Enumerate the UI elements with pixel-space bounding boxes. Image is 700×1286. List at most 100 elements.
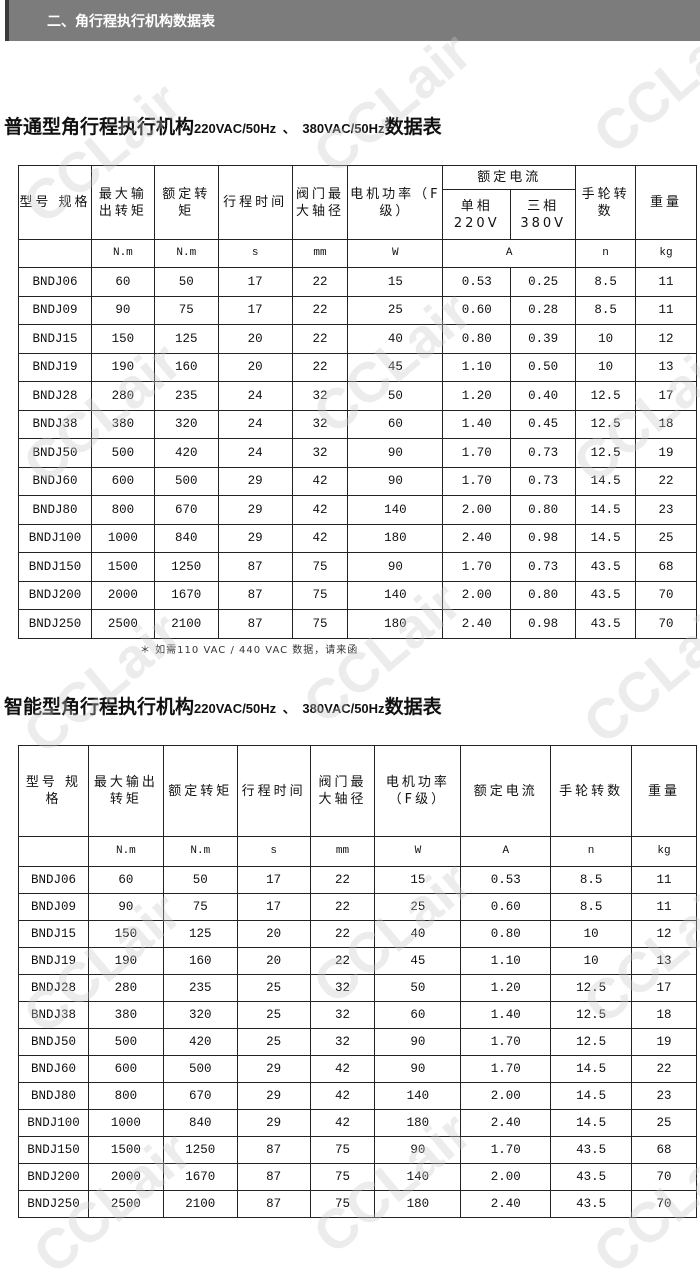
unit-cell: s <box>236 836 311 867</box>
value-cell: 17 <box>631 974 697 1002</box>
value-cell: 0.40 <box>510 381 577 411</box>
value-cell: 1.70 <box>460 1028 552 1056</box>
value-cell: 0.80 <box>510 495 577 525</box>
header-model: 型号 规格 <box>18 165 92 240</box>
unit-cell: kg <box>631 836 697 867</box>
value-cell: 10 <box>550 920 633 948</box>
value-cell: 87 <box>236 1136 311 1164</box>
value-cell: 2500 <box>90 609 155 639</box>
value-cell: 12 <box>635 324 697 354</box>
value-cell: 60 <box>87 866 164 894</box>
value-cell: 23 <box>635 495 697 525</box>
value-cell: 75 <box>309 1136 376 1164</box>
value-cell: 1500 <box>90 552 155 582</box>
value-cell: 20 <box>217 324 293 354</box>
model-cell: BNDJ06 <box>18 866 89 894</box>
value-cell: 280 <box>87 974 164 1002</box>
value-cell: 0.98 <box>510 609 577 639</box>
value-cell: 87 <box>217 580 293 610</box>
value-cell: 1.70 <box>460 1136 552 1164</box>
table-row: BNDJ50 500 420 24 32 90 1.70 0.73 12.5 19 <box>18 438 697 468</box>
value-cell: 600 <box>87 1055 164 1083</box>
value-cell: 0.25 <box>510 267 577 297</box>
header-single-phase: 单相 220V <box>442 189 512 240</box>
value-cell: 32 <box>309 1028 376 1056</box>
value-cell: 12.5 <box>550 1028 633 1056</box>
value-cell: 2.00 <box>460 1082 552 1110</box>
value-cell: 43.5 <box>575 609 637 639</box>
value-cell: 840 <box>162 1109 238 1137</box>
value-cell: 160 <box>162 947 238 975</box>
value-cell: 42 <box>309 1082 376 1110</box>
table-row: BNDJ150 1500 1250 87 75 90 1.70 0.73 43.5 68 <box>18 552 697 582</box>
value-cell: 180 <box>347 609 444 639</box>
table-row: BNDJ15 150 125 20 22 40 0.80 10 12 <box>18 920 697 948</box>
value-cell: 0.39 <box>510 324 577 354</box>
model-cell: BNDJ06 <box>18 267 92 297</box>
value-cell: 0.80 <box>510 580 577 610</box>
unit-cell: kg <box>635 239 697 268</box>
value-cell: 2100 <box>153 609 219 639</box>
value-cell: 32 <box>291 438 349 468</box>
value-cell: 1.20 <box>460 974 552 1002</box>
value-cell: 25 <box>236 1001 311 1029</box>
header-weight: 重量 <box>635 165 697 240</box>
model-cell: BNDJ15 <box>18 324 92 354</box>
table-row: BNDJ100 1000 840 29 42 180 2.40 0.98 14.5 25 <box>18 523 697 553</box>
unit-cell: N.m <box>153 239 219 268</box>
value-cell: 235 <box>153 381 219 411</box>
table-row: BNDJ50 500 420 25 32 90 1.70 12.5 19 <box>18 1028 697 1056</box>
model-cell: BNDJ60 <box>18 1055 89 1083</box>
table-row: BNDJ250 2500 2100 87 75 180 2.40 0.98 43.5 70 <box>18 609 697 639</box>
value-cell: 22 <box>309 866 376 894</box>
value-cell: 140 <box>374 1163 462 1191</box>
smart-actuator-table: 型号 规格 最大输出转矩 额定转矩 行程时间 阀门最大轴径 电机功率（F级） 额定电流 手轮转… <box>18 745 697 1218</box>
value-cell: 2.40 <box>460 1109 552 1137</box>
value-cell: 1.10 <box>460 947 552 975</box>
table-row: BNDJ38 380 320 25 32 60 1.40 12.5 18 <box>18 1001 697 1029</box>
value-cell: 0.53 <box>442 267 512 297</box>
header-col: 额定电流 <box>460 745 552 837</box>
value-cell: 14.5 <box>550 1055 633 1083</box>
value-cell: 14.5 <box>575 495 637 525</box>
value-cell: 670 <box>162 1082 238 1110</box>
value-cell: 32 <box>309 1001 376 1029</box>
unit-cell: W <box>374 836 462 867</box>
value-cell: 1.40 <box>460 1001 552 1029</box>
value-cell: 24 <box>217 381 293 411</box>
value-cell: 150 <box>90 324 155 354</box>
header-rated-current: 额定电流 <box>442 165 577 190</box>
value-cell: 840 <box>153 523 219 553</box>
value-cell: 8.5 <box>575 295 637 325</box>
value-cell: 11 <box>635 267 697 297</box>
value-cell: 320 <box>162 1001 238 1029</box>
value-cell: 32 <box>309 974 376 1002</box>
value-cell: 87 <box>217 552 293 582</box>
value-cell: 1.10 <box>442 352 512 382</box>
value-cell: 90 <box>347 438 444 468</box>
value-cell: 17 <box>217 267 293 297</box>
unit-cell: N.m <box>162 836 238 867</box>
value-cell: 0.98 <box>510 523 577 553</box>
value-cell: 500 <box>90 438 155 468</box>
value-cell: 1.70 <box>460 1055 552 1083</box>
table-row: BNDJ60 600 500 29 42 90 1.70 14.5 22 <box>18 1055 697 1083</box>
watermark-logo: CCLair <box>301 19 483 186</box>
value-cell: 43.5 <box>575 552 637 582</box>
value-cell: 70 <box>635 580 697 610</box>
value-cell: 75 <box>291 609 349 639</box>
value-cell: 0.45 <box>510 409 577 439</box>
table-row: BNDJ100 1000 840 29 42 180 2.40 14.5 25 <box>18 1109 697 1137</box>
value-cell: 75 <box>309 1163 376 1191</box>
value-cell: 29 <box>236 1082 311 1110</box>
table-row: BNDJ250 2500 2100 87 75 180 2.40 43.5 70 <box>18 1190 697 1218</box>
value-cell: 87 <box>217 609 293 639</box>
unit-cell: N.m <box>90 239 155 268</box>
model-cell: BNDJ15 <box>18 920 89 948</box>
table-row: BNDJ38 380 320 24 32 60 1.40 0.45 12.5 18 <box>18 409 697 439</box>
value-cell: 14.5 <box>575 466 637 496</box>
model-cell: BNDJ38 <box>18 1001 89 1029</box>
footnote: ＊ 如需110 VAC / 440 VAC 数据，请来函 <box>140 645 359 656</box>
value-cell: 42 <box>309 1055 376 1083</box>
header-col: 阀门最大轴径 <box>309 745 376 837</box>
